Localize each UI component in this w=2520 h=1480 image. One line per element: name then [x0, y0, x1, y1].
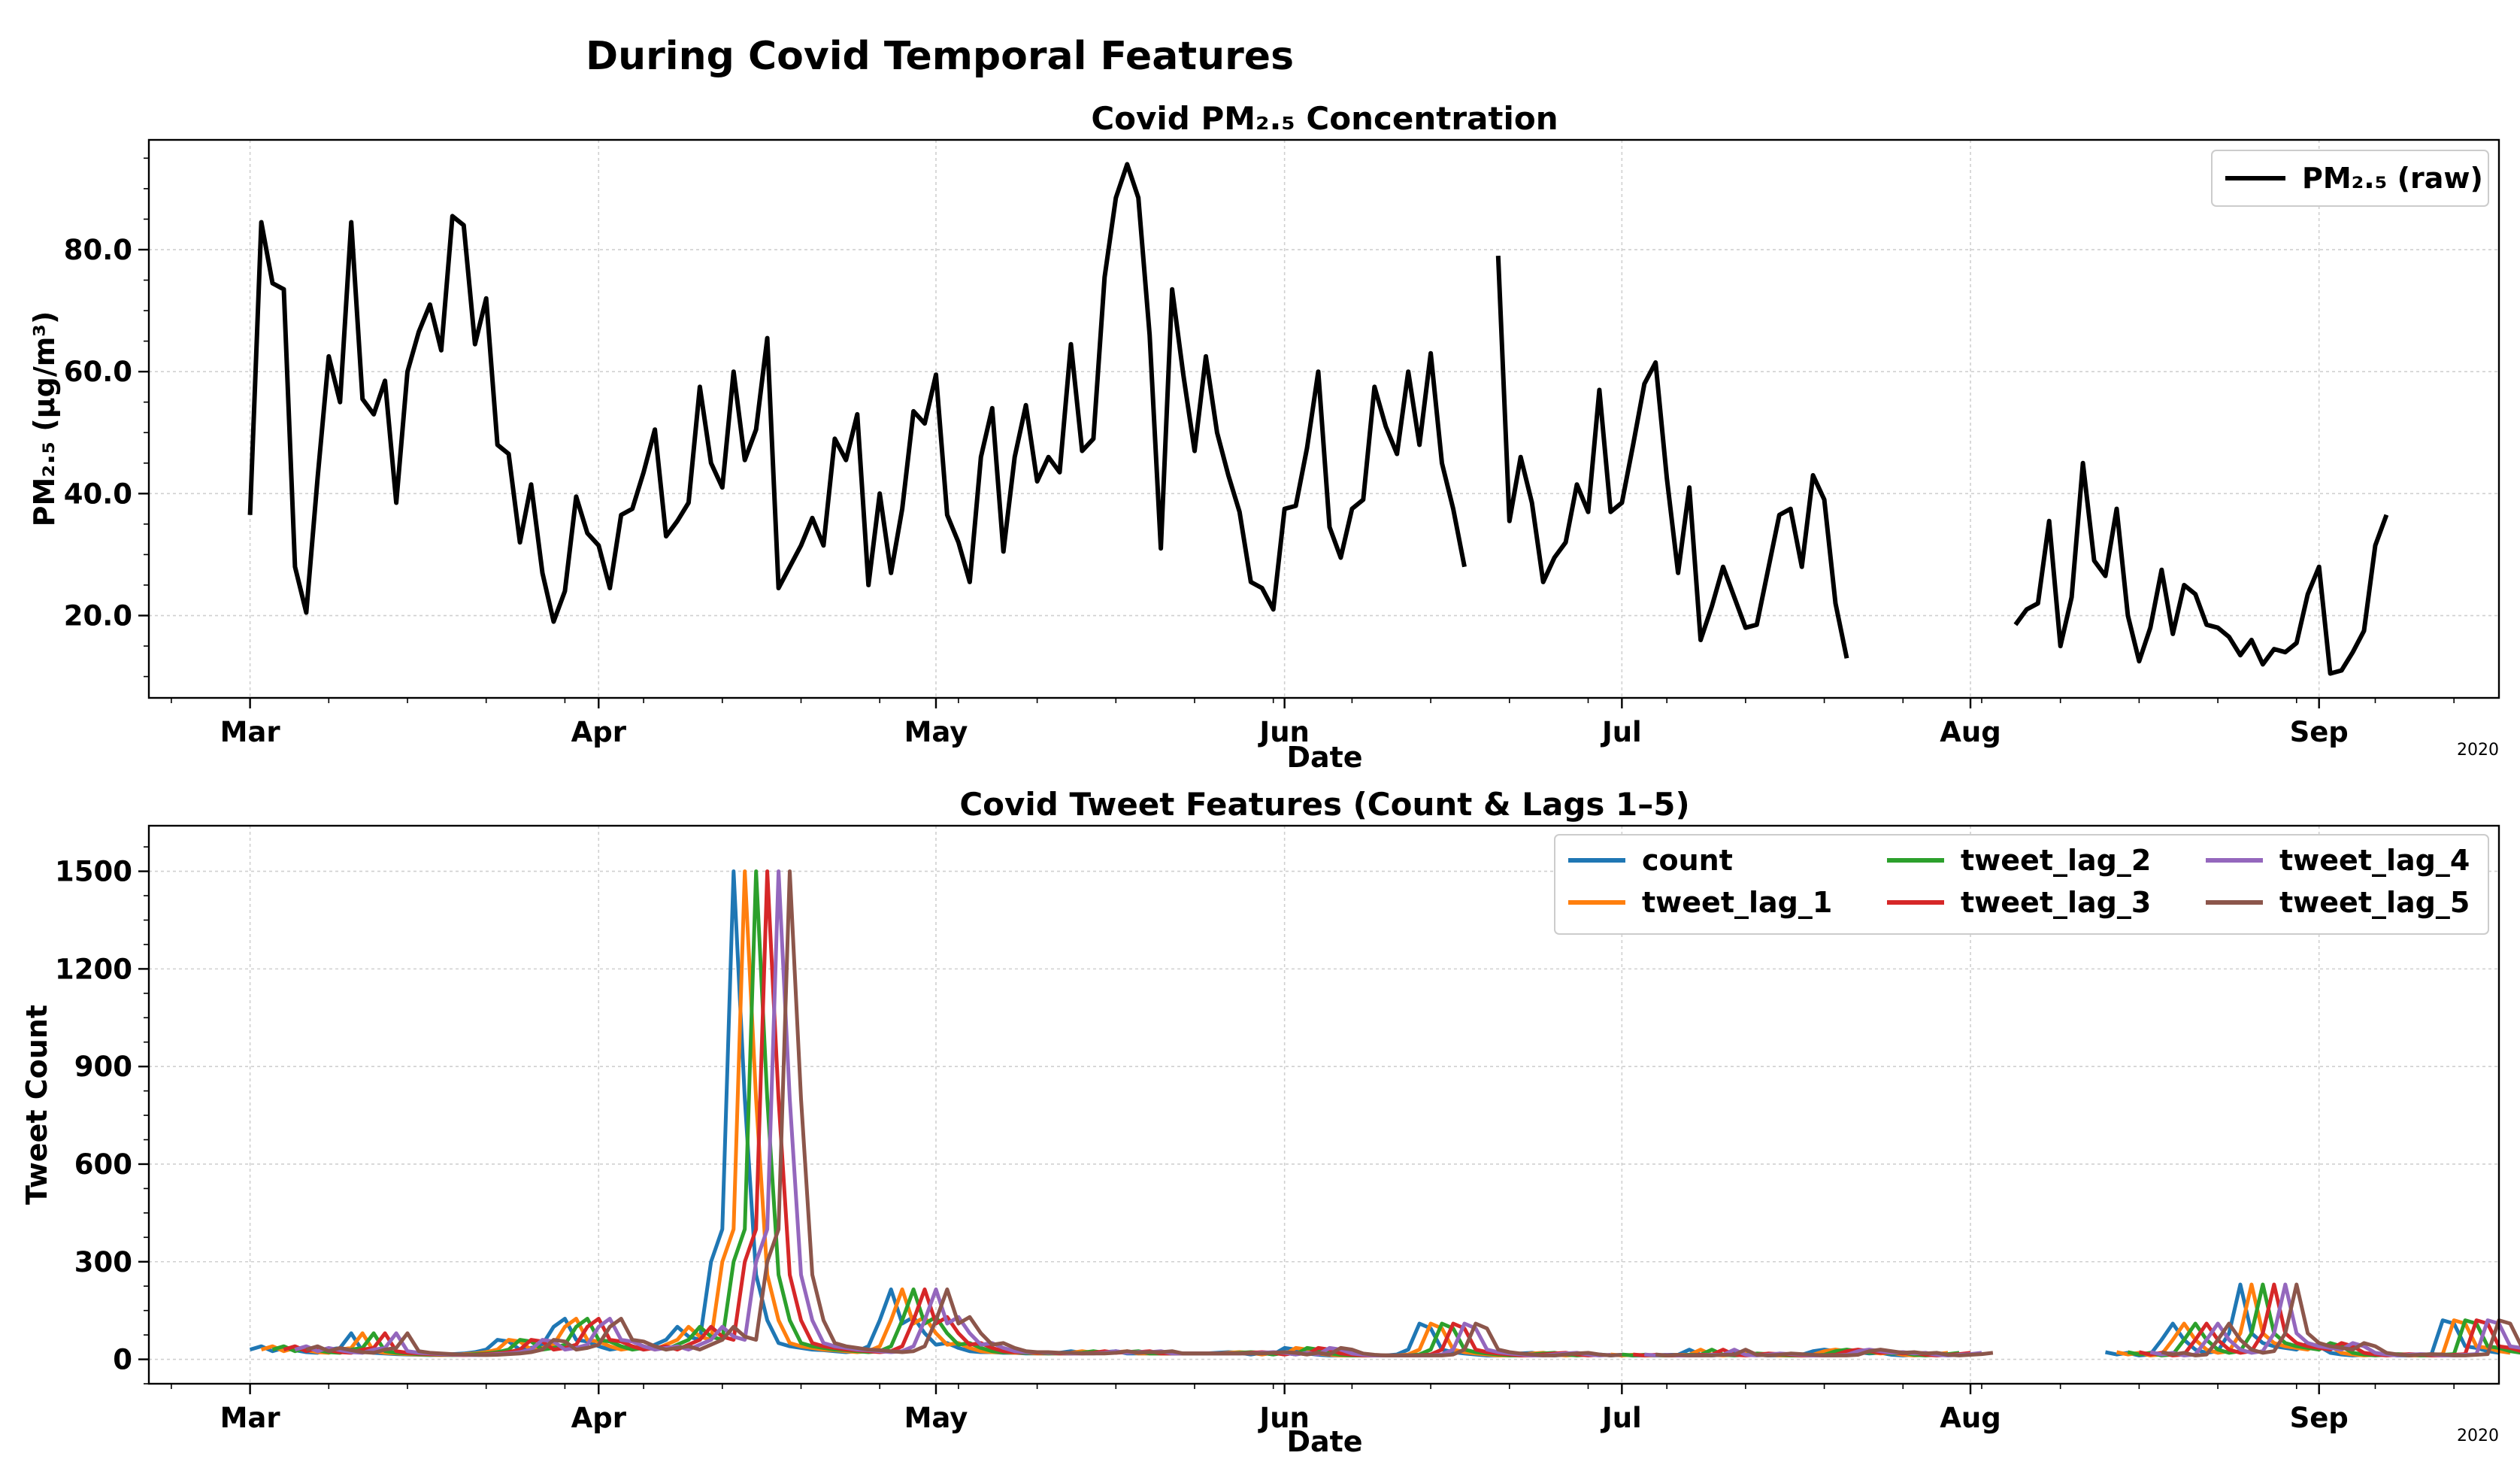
tweet-x-tick-label: Mar: [220, 1402, 281, 1434]
pm25-panel: Covid PM₂.₅ Concentration Mar Apr May Jun Ju…: [28, 100, 2500, 774]
pm25-grid: [149, 140, 2499, 698]
tweet-x-tick-label: Sep: [2290, 1402, 2349, 1434]
pm25-x-tick-label: Aug: [1940, 716, 2001, 748]
pm25-legend-box: [2211, 150, 2489, 207]
pm25-year-label: 2020: [2457, 741, 2499, 760]
pm25-x-tick-label: Sep: [2290, 716, 2349, 748]
pm25-x-tick-label: Mar: [220, 716, 281, 748]
tweet-grid: [149, 826, 2499, 1384]
tweet-legend-label: tweet_lag_5: [2279, 886, 2470, 919]
tweet-x-tick-label: Jun: [1257, 1402, 1309, 1434]
tweet-series-tweet-lag-5: [305, 869, 2520, 1357]
pm25-y-tick-label: 20.0: [64, 600, 132, 632]
tweet-y-tick-label: 1500: [55, 856, 132, 888]
tweet-plot-frame: [147, 824, 2500, 1385]
tweet-series-tweet-lag-3: [283, 869, 2520, 1357]
pm25-x-tick-label: May: [904, 716, 968, 748]
tweet-series: [249, 869, 2520, 1357]
tweet-x-tick-label: May: [904, 1402, 968, 1434]
tweet-year-label: 2020: [2457, 1427, 2499, 1445]
tweet-x-tick-label: Apr: [571, 1402, 627, 1434]
pm25-series-line: [247, 162, 2389, 676]
tweet-y-tick-label: 0: [113, 1344, 132, 1376]
tweet-chart-title: Covid Tweet Features (Count & Lags 1–5): [959, 786, 1689, 823]
pm25-ticks: Mar Apr May Jun Jul Aug Sep 20.0 40.0 60.0 80.0: [64, 157, 2455, 748]
pm25-chart-title: Covid PM₂.₅ Concentration: [1091, 100, 1558, 137]
tweet-y-axis-label: Tweet Count: [20, 1005, 53, 1205]
tweet-legend: count tweet_lag_1 tweet_lag_2 tweet_lag_3 tw…: [1554, 834, 2489, 935]
tweet-series-tweet-lag-2: [271, 869, 2520, 1357]
pm25-y-tick-label: 80.0: [64, 234, 132, 266]
pm25-series: [247, 162, 2389, 676]
tweet-legend-label: tweet_lag_4: [2279, 844, 2470, 877]
pm25-x-tick-label: Jun: [1257, 716, 1309, 748]
tweet-y-tick-label: 300: [74, 1246, 132, 1278]
tweet-x-tick-label: Aug: [1940, 1402, 2001, 1434]
tweet-x-axis-label: Date: [1286, 1425, 1362, 1458]
pm25-legend: PM₂.₅ (raw): [2211, 150, 2489, 207]
figure-title: During Covid Temporal Features: [586, 34, 1294, 79]
tweet-series-count: [249, 869, 2500, 1357]
tweet-legend-label: tweet_lag_2: [1961, 844, 2151, 877]
tweet-x-tick-label: Jul: [1600, 1402, 1642, 1434]
pm25-legend-label: PM₂.₅ (raw): [2302, 162, 2483, 195]
tweet-series-tweet-lag-1: [260, 869, 2511, 1357]
tweet-y-tick-label: 600: [74, 1148, 132, 1181]
pm25-x-axis-label: Date: [1286, 741, 1362, 774]
pm25-plot-frame: [147, 138, 2500, 699]
pm25-x-tick-label: Jul: [1600, 716, 1642, 748]
tweet-legend-label: tweet_lag_3: [1961, 886, 2151, 919]
tweet-legend-label: tweet_lag_1: [1642, 886, 1832, 919]
pm25-x-tick-label: Apr: [571, 716, 627, 748]
tweet-panel: Covid Tweet Features (Count & Lags 1–5) …: [20, 786, 2520, 1458]
tweet-legend-label: count: [1642, 844, 1733, 877]
pm25-y-tick-label: 40.0: [64, 478, 132, 510]
pm25-y-axis-label: PM₂.₅ (μg/m³): [28, 311, 61, 527]
tweet-y-tick-label: 1200: [55, 953, 132, 985]
tweet-series-tweet-lag-4: [294, 869, 2520, 1357]
pm25-y-tick-label: 60.0: [64, 356, 132, 388]
tweet-y-tick-label: 900: [74, 1051, 132, 1083]
